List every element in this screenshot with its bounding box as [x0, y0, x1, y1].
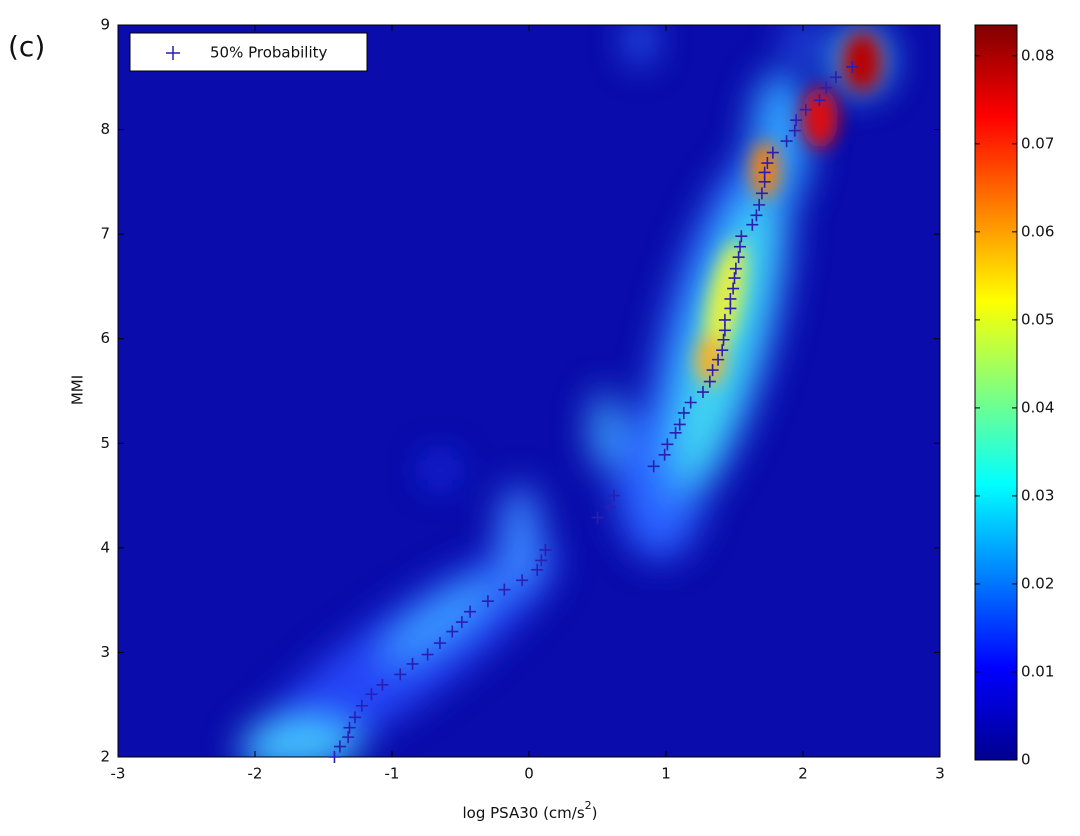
scatter-point — [733, 240, 746, 253]
scatter-point — [712, 353, 725, 366]
scatter-point — [718, 324, 731, 337]
scatter-point — [780, 135, 793, 148]
scatter-point — [406, 657, 419, 670]
colorbar-tick-label: 0.04 — [1021, 398, 1054, 416]
y-tick-label: 4 — [100, 538, 110, 556]
scatter-point — [535, 554, 548, 567]
colorbar-tick-label: 0 — [1021, 751, 1031, 769]
colorbar-tick-label: 0.05 — [1021, 310, 1054, 328]
scatter-point — [716, 344, 729, 357]
colorbar-tick-label: 0.03 — [1021, 486, 1054, 504]
x-tick-label: 1 — [661, 765, 671, 783]
scatter-point — [829, 71, 842, 84]
scatter-point — [421, 648, 434, 661]
y-tick-label: 8 — [100, 120, 110, 138]
scatter-point — [766, 146, 779, 159]
legend — [129, 32, 368, 72]
colorbar-tick-label: 0.07 — [1021, 134, 1054, 152]
x-axis-label: log PSA30 (cm/s2) — [462, 799, 597, 822]
scatter-point — [539, 543, 552, 556]
scatter-point — [717, 333, 730, 346]
scatter-point — [603, 501, 616, 514]
scatter-point — [758, 166, 771, 179]
scatter-point — [658, 448, 671, 461]
scatter-point — [455, 616, 468, 629]
scatter-point — [706, 364, 719, 377]
x-tick-label: -1 — [385, 765, 400, 783]
scatter-point — [333, 740, 346, 753]
scatter-point — [343, 721, 356, 734]
x-tick-label: 2 — [798, 765, 808, 783]
scatter-point — [732, 251, 745, 264]
scatter-point — [718, 313, 731, 326]
scatter-point — [481, 595, 494, 608]
y-tick-label: 9 — [100, 16, 110, 34]
scatter-point — [724, 292, 737, 305]
scatter-point — [820, 81, 833, 94]
scatter-point — [349, 711, 362, 724]
x-tick-label: -2 — [248, 765, 263, 783]
scatter-point — [673, 418, 686, 431]
scatter-point — [355, 699, 368, 712]
legend-label: 50% Probability — [210, 44, 328, 62]
scatter-point — [746, 218, 759, 231]
x-tick-label: 0 — [524, 765, 534, 783]
scatter-point — [394, 668, 407, 681]
colorbar — [974, 24, 1018, 761]
scatter-point — [464, 605, 477, 618]
scatter-point — [591, 511, 604, 524]
y-tick-label: 5 — [100, 434, 110, 452]
scatter-point — [684, 396, 697, 409]
scatter-point — [342, 731, 355, 744]
scatter-point — [727, 282, 740, 295]
scatter-point — [531, 563, 544, 576]
y-axis-label: MMI — [69, 375, 87, 405]
colorbar-tick-label: 0.06 — [1021, 222, 1054, 240]
scatter-point — [328, 751, 341, 763]
scatter-point — [728, 272, 741, 285]
x-axis-label-text: log PSA30 (cm/s — [462, 804, 584, 822]
y-tick-label: 7 — [100, 225, 110, 243]
heatmap — [118, 25, 940, 757]
scatter-point — [433, 637, 446, 650]
scatter-point — [516, 574, 529, 587]
y-tick-label: 3 — [100, 643, 110, 661]
scatter-point — [607, 489, 620, 502]
x-tick-label: -3 — [111, 765, 126, 783]
scatter-point — [446, 625, 459, 638]
scatter-point — [755, 187, 768, 200]
scatter-point — [365, 688, 378, 701]
scatter-point — [799, 103, 812, 116]
colorbar-tick-label: 0.08 — [1021, 46, 1054, 64]
colorbar-tick-label: 0.01 — [1021, 662, 1054, 680]
scatter-point — [703, 375, 716, 388]
scatter-point — [790, 114, 803, 127]
scatter-point — [761, 157, 774, 170]
panel-label: (c) — [8, 30, 45, 63]
scatter-point — [677, 406, 690, 419]
scatter-point — [661, 438, 674, 451]
y-tick-label: 2 — [100, 748, 110, 766]
scatter-point — [846, 60, 859, 73]
x-axis-label-end: ) — [592, 804, 598, 822]
scatter-point — [669, 426, 682, 439]
scatter-point — [735, 230, 748, 243]
x-tick-label: 3 — [935, 765, 945, 783]
scatter-point — [647, 460, 660, 473]
y-tick-label: 6 — [100, 329, 110, 347]
scatter-point — [696, 386, 709, 399]
scatter-point — [753, 198, 766, 211]
scatter-point — [498, 583, 511, 596]
scatter-point — [376, 678, 389, 691]
scatter-point — [729, 262, 742, 275]
x-axis-label-sup: 2 — [585, 799, 592, 812]
scatter-point — [788, 124, 801, 137]
legend-marker — [166, 46, 180, 60]
scatter-point — [813, 94, 826, 107]
scatter-point — [750, 209, 763, 222]
colorbar-tick-label: 0.02 — [1021, 574, 1054, 592]
